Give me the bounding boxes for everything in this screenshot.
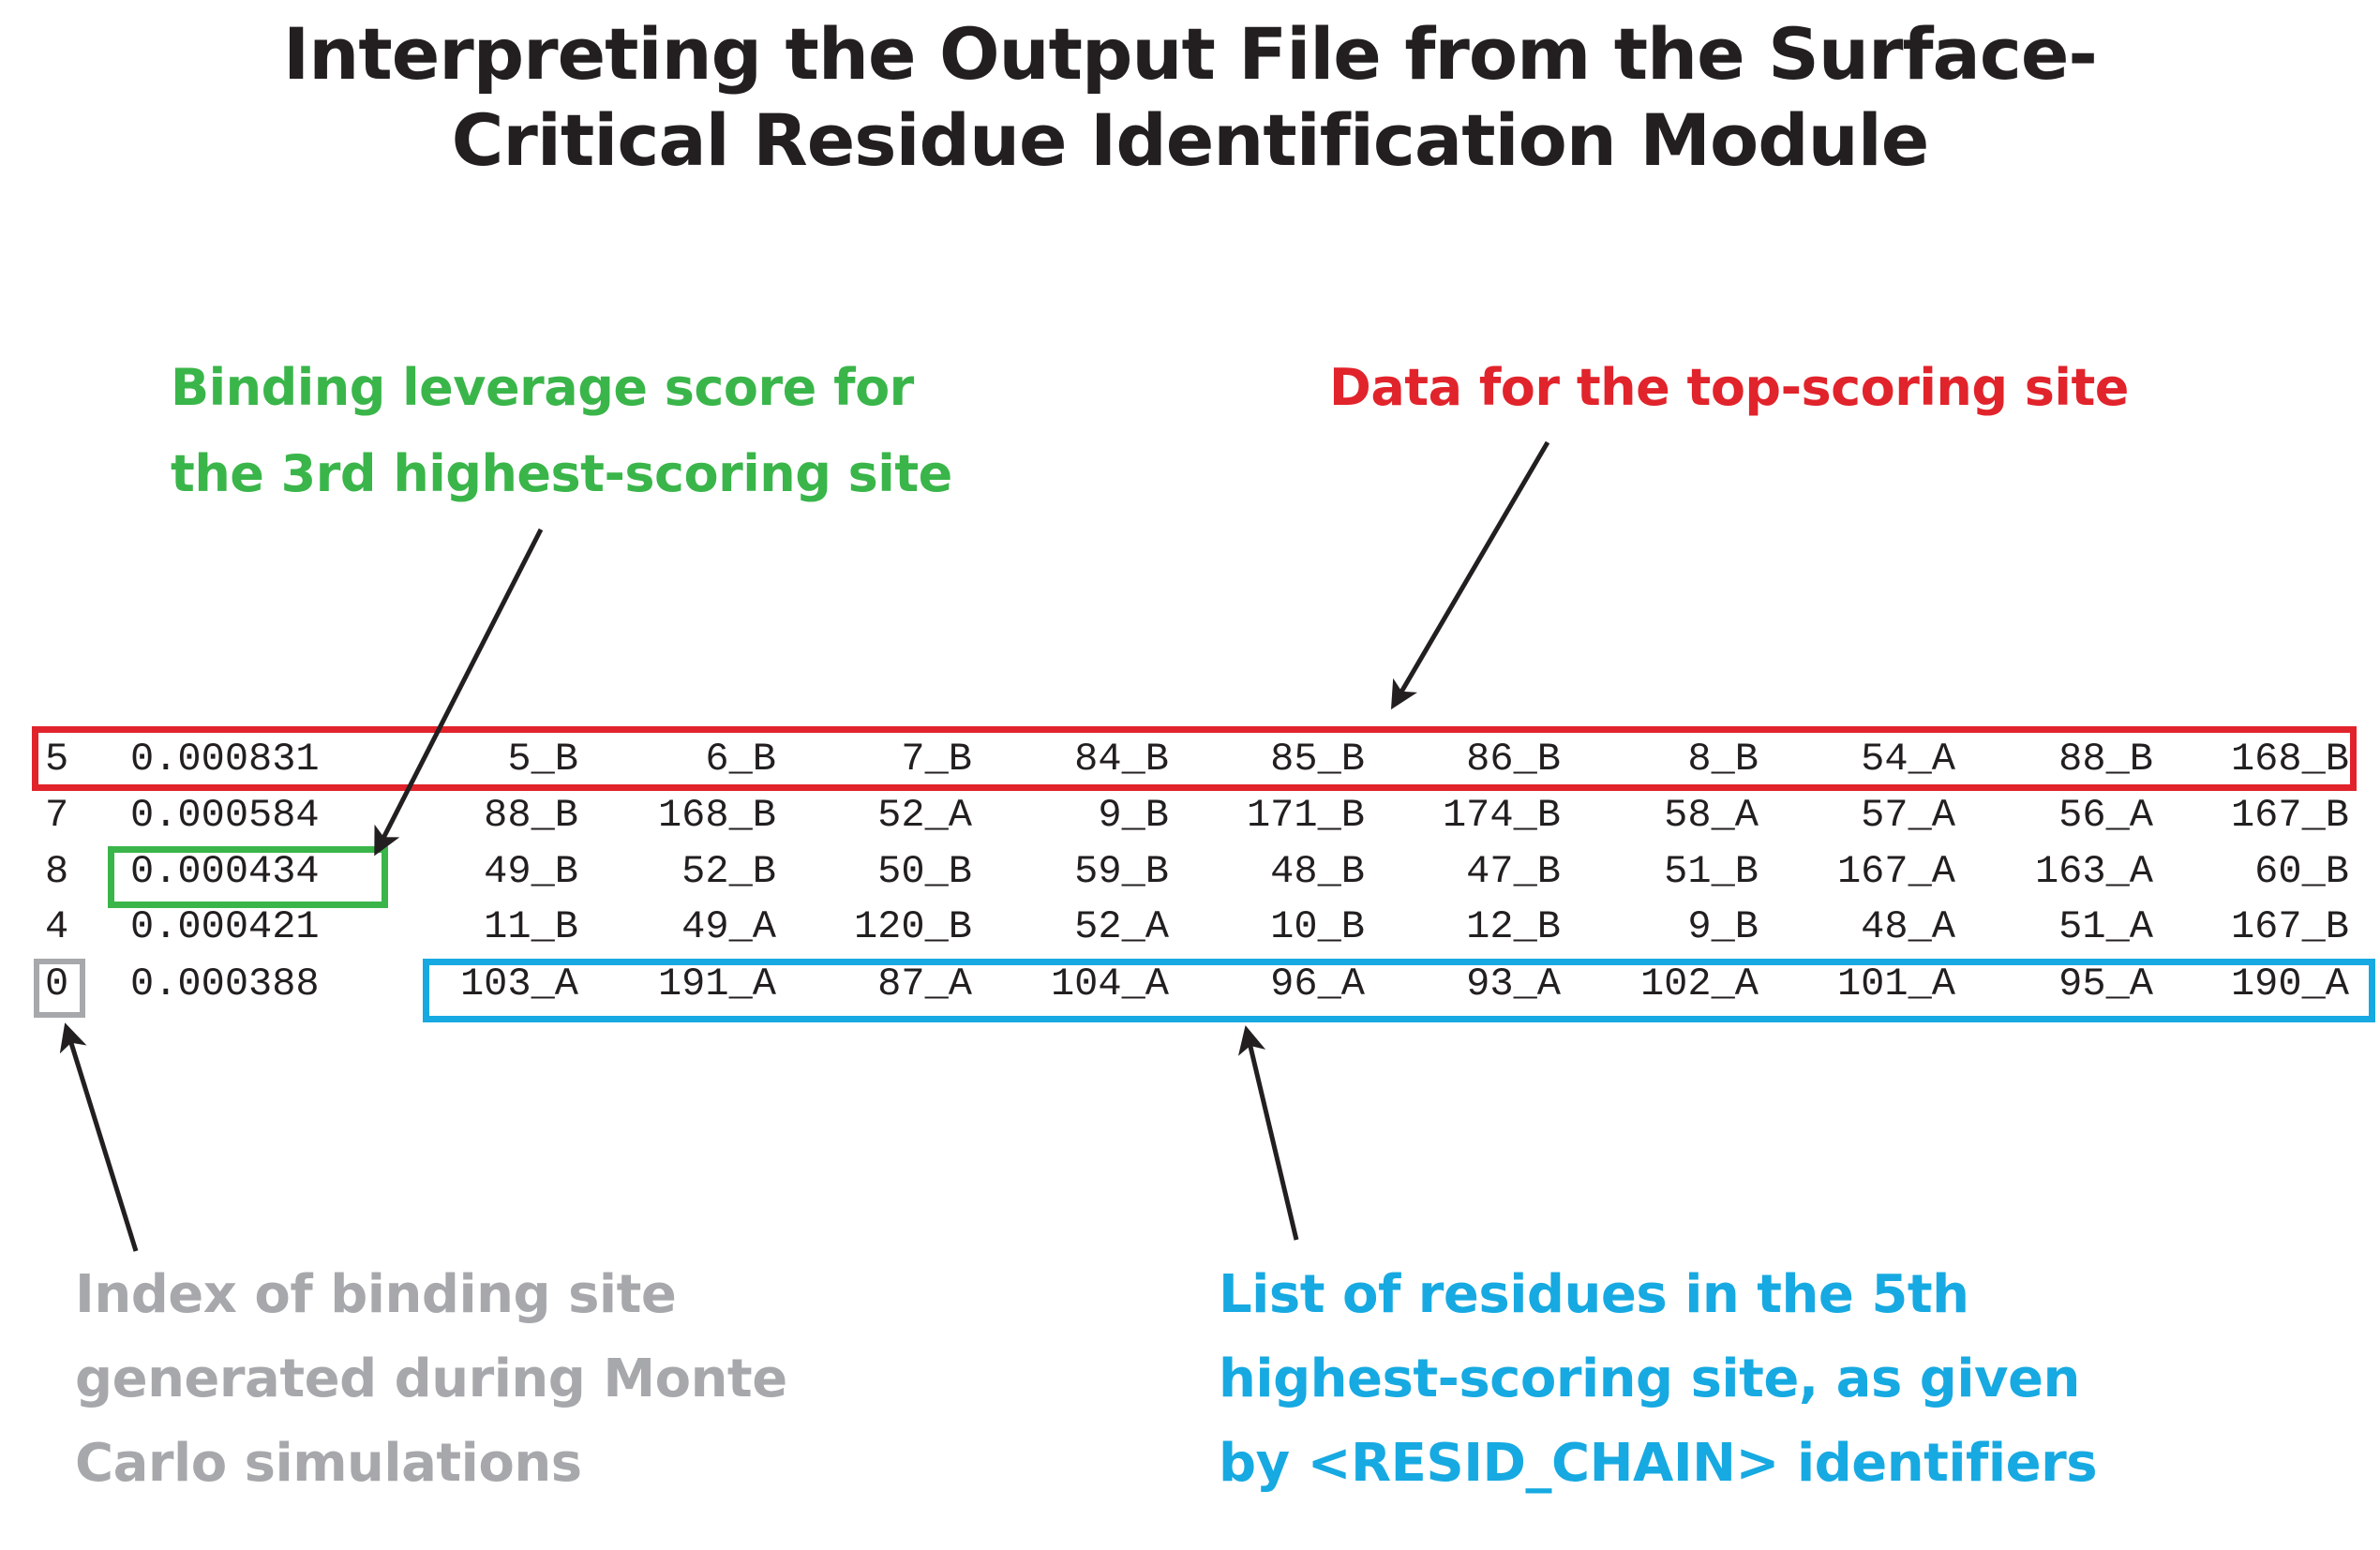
- arrow-to-site-index: [59, 1022, 139, 1252]
- residue-id: 85_B: [1270, 737, 1365, 782]
- residue-id: 96_A: [1270, 961, 1365, 1006]
- annotation-top-scoring-site: Data for the top-scoring site: [1329, 345, 2129, 431]
- leverage-score: 0.000388: [130, 961, 320, 1006]
- leverage-score: 0.000831: [130, 737, 320, 782]
- arrow-to-third-score: [374, 528, 544, 857]
- residue-id: 59_B: [1074, 849, 1169, 894]
- residue-id: 103_A: [459, 961, 578, 1006]
- annotation-red-line-1: Data for the top-scoring site: [1329, 358, 2129, 417]
- diagram-title: Interpreting the Output File from the Su…: [0, 11, 2380, 184]
- residue-id: 88_B: [484, 793, 578, 838]
- residue-id: 48_B: [1270, 849, 1365, 894]
- highlight-box-site-index: [34, 959, 85, 1018]
- annotation-gray-line-2: generated during Monte: [75, 1349, 787, 1409]
- residue-id: 56_A: [2058, 793, 2153, 838]
- residue-id: 54_A: [1861, 737, 1955, 782]
- arrow-to-residue-list: [1237, 1025, 1299, 1241]
- residue-id: 86_B: [1466, 737, 1561, 782]
- residue-id: 58_A: [1664, 793, 1759, 838]
- leverage-score: 0.000584: [130, 793, 320, 838]
- residue-id: 167_B: [2230, 904, 2349, 949]
- residue-id: 49_A: [681, 904, 776, 949]
- residue-id: 9_B: [1098, 793, 1169, 838]
- annotation-binding-leverage-score: Binding leverage score for the 3rd highe…: [171, 345, 952, 517]
- residue-id: 47_B: [1466, 849, 1561, 894]
- site-index: 0: [45, 961, 69, 1006]
- residue-id: 101_A: [1836, 961, 1955, 1006]
- residue-id: 11_B: [484, 904, 578, 949]
- residue-id: 84_B: [1074, 737, 1169, 782]
- residue-id: 191_A: [657, 961, 776, 1006]
- leverage-score: 0.000434: [130, 849, 320, 894]
- residue-id: 5_B: [507, 737, 578, 782]
- site-index: 7: [45, 793, 69, 838]
- residue-id: 49_B: [484, 849, 578, 894]
- annotation-blue-line-3: by <RESID_CHAIN> identifiers: [1219, 1433, 2098, 1494]
- title-line-2: Critical Residue Identification Module: [451, 98, 1930, 182]
- annotation-green-line-1: Binding leverage score for: [171, 358, 914, 417]
- residue-id: 102_A: [1639, 961, 1759, 1006]
- annotation-binding-site-index: Index of binding site generated during M…: [75, 1253, 787, 1506]
- annotation-gray-line-3: Carlo simulations: [75, 1433, 582, 1494]
- residue-id: 48_A: [1861, 904, 1955, 949]
- residue-id: 87_A: [877, 961, 972, 1006]
- residue-id: 93_A: [1466, 961, 1561, 1006]
- residue-id: 9_B: [1687, 904, 1759, 949]
- residue-id: 52_A: [877, 793, 972, 838]
- residue-id: 167_A: [1836, 849, 1955, 894]
- residue-id: 120_B: [853, 904, 972, 949]
- residue-id: 52_A: [1074, 904, 1169, 949]
- residue-id: 104_A: [1050, 961, 1169, 1006]
- residue-id: 168_B: [657, 793, 776, 838]
- residue-id: 171_B: [1246, 793, 1365, 838]
- arrow-to-top-row: [1390, 440, 1550, 710]
- site-index: 4: [45, 904, 69, 949]
- residue-id: 168_B: [2230, 737, 2349, 782]
- highlight-box-fifth-residues: [423, 959, 2375, 1022]
- site-index: 5: [45, 737, 69, 782]
- residue-id: 6_B: [705, 737, 776, 782]
- residue-id: 163_A: [2034, 849, 2153, 894]
- leverage-score: 0.000421: [130, 904, 320, 949]
- annotation-blue-line-2: highest-scoring site, as given: [1219, 1349, 2080, 1409]
- residue-id: 167_B: [2230, 793, 2349, 838]
- residue-id: 190_A: [2230, 961, 2349, 1006]
- residue-id: 52_B: [681, 849, 776, 894]
- residue-id: 51_B: [1664, 849, 1759, 894]
- annotation-residue-list: List of residues in the 5th highest-scor…: [1219, 1253, 2098, 1506]
- residue-id: 8_B: [1687, 737, 1759, 782]
- residue-id: 51_A: [2058, 904, 2153, 949]
- residue-id: 57_A: [1861, 793, 1955, 838]
- residue-id: 95_A: [2058, 961, 2153, 1006]
- residue-id: 10_B: [1270, 904, 1365, 949]
- residue-id: 174_B: [1442, 793, 1561, 838]
- site-index: 8: [45, 849, 69, 894]
- residue-id: 7_B: [901, 737, 972, 782]
- highlight-box-top-row: [32, 726, 2357, 791]
- annotation-green-line-2: the 3rd highest-scoring site: [171, 444, 952, 503]
- residue-id: 60_B: [2254, 849, 2349, 894]
- residue-id: 88_B: [2058, 737, 2153, 782]
- highlight-box-third-score: [108, 846, 388, 908]
- residue-id: 12_B: [1466, 904, 1561, 949]
- annotation-gray-line-1: Index of binding site: [75, 1264, 677, 1325]
- residue-id: 50_B: [877, 849, 972, 894]
- title-line-1: Interpreting the Output File from the Su…: [283, 12, 2098, 96]
- annotation-blue-line-1: List of residues in the 5th: [1219, 1264, 1969, 1325]
